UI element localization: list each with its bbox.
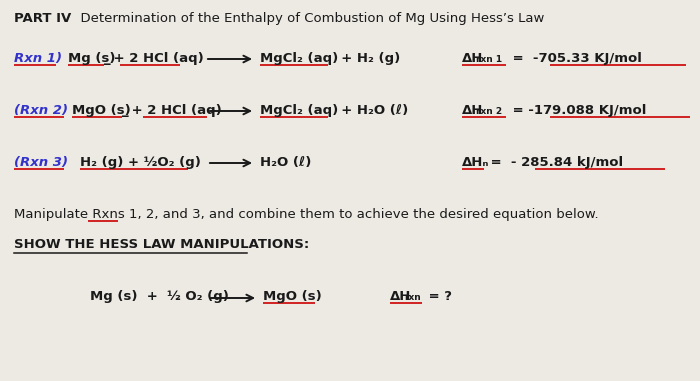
Text: Determination of the Enthalpy of Combustion of Mg Using Hess’s Law: Determination of the Enthalpy of Combust… [72, 12, 545, 25]
Text: SHOW THE HESS LAW MANIPULATIONS:: SHOW THE HESS LAW MANIPULATIONS: [14, 238, 309, 251]
Text: + 2 HCl (aq): + 2 HCl (aq) [127, 104, 222, 117]
Text: =  -705.33 KJ/mol: = -705.33 KJ/mol [508, 52, 642, 65]
Text: MgO (s): MgO (s) [263, 290, 322, 303]
Text: =  - 285.84 kJ/mol: = - 285.84 kJ/mol [486, 156, 623, 169]
Text: PART IV: PART IV [14, 12, 71, 25]
Text: _: _ [122, 104, 129, 117]
Text: _: _ [104, 52, 111, 65]
Text: + H₂ (g): + H₂ (g) [332, 52, 400, 65]
Text: (Rxn 2): (Rxn 2) [14, 104, 68, 117]
Text: ΔH: ΔH [462, 104, 484, 117]
Text: ΔHₙ: ΔHₙ [462, 156, 489, 169]
Text: Rxn 1): Rxn 1) [14, 52, 62, 65]
Text: rxn: rxn [404, 293, 421, 302]
Text: ΔH: ΔH [390, 290, 412, 303]
Text: + H₂O (ℓ): + H₂O (ℓ) [332, 104, 408, 117]
Text: MgO (s): MgO (s) [72, 104, 131, 117]
Text: MgCl₂ (aq): MgCl₂ (aq) [260, 104, 338, 117]
Text: = ?: = ? [424, 290, 452, 303]
Text: MgCl₂ (aq): MgCl₂ (aq) [260, 52, 338, 65]
Text: H₂ (g) + ½O₂ (g): H₂ (g) + ½O₂ (g) [80, 156, 201, 169]
Text: + 2 HCl (aq): + 2 HCl (aq) [109, 52, 204, 65]
Text: Mg (s)  +  ½ O₂ (g): Mg (s) + ½ O₂ (g) [90, 290, 229, 303]
Text: ΔH: ΔH [462, 52, 484, 65]
Text: = -179.088 KJ/mol: = -179.088 KJ/mol [508, 104, 646, 117]
Text: (Rxn 3): (Rxn 3) [14, 156, 68, 169]
Text: H₂O (ℓ): H₂O (ℓ) [260, 156, 312, 169]
Text: rxn 2: rxn 2 [476, 107, 502, 116]
Text: rxn 1: rxn 1 [476, 55, 502, 64]
Text: Mg (s): Mg (s) [68, 52, 116, 65]
Text: Manipulate Rxns 1, 2, and 3, and combine them to achieve the desired equation be: Manipulate Rxns 1, 2, and 3, and combine… [14, 208, 598, 221]
